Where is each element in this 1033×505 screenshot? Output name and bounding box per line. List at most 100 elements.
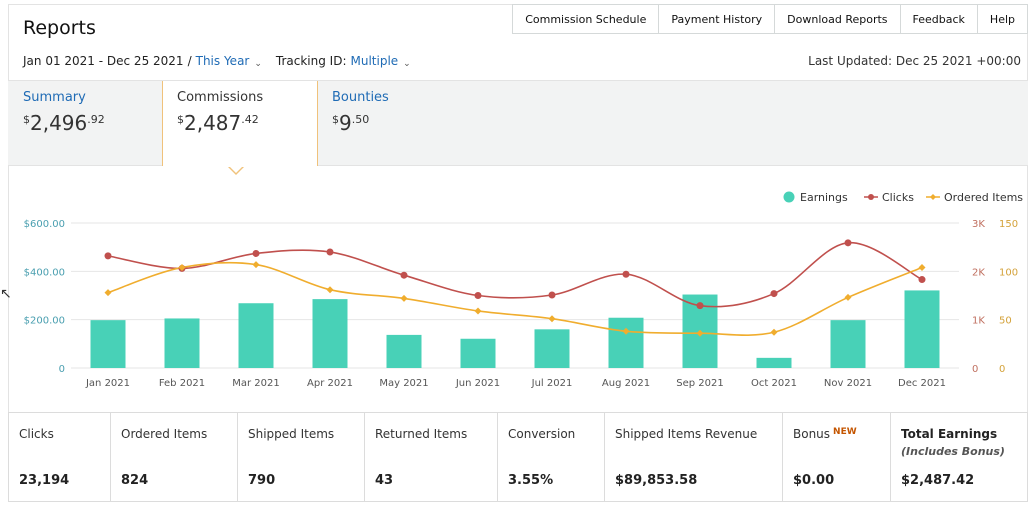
earnings-chart: 0 $200.00 $400.00 $600.00 0 1K 2K 3K 0 50 100 150 Ja… xyxy=(8,166,1028,412)
stats-summary: Clicks 23,194 Ordered Items 824 Shipped … xyxy=(8,412,1028,502)
help-button[interactable]: Help xyxy=(977,4,1028,34)
stat-clicks: Clicks 23,194 xyxy=(9,413,111,501)
clicks-point xyxy=(326,248,334,256)
tab-bounties-label[interactable]: Bounties xyxy=(332,90,389,105)
tab-summary[interactable]: Summary $2,496.92 xyxy=(9,81,119,167)
legend-label: Clicks xyxy=(882,191,914,204)
commission-schedule-button[interactable]: Commission Schedule xyxy=(512,4,660,34)
clicks-point xyxy=(918,276,926,284)
ordered-items-point xyxy=(918,263,926,271)
stat-value: 790 xyxy=(248,473,276,488)
x-axis-tick-label: Dec 2021 xyxy=(898,378,946,389)
x-axis-tick-label: Jan 2021 xyxy=(85,378,130,389)
right-axis-items-tick-label: 100 xyxy=(999,267,1018,278)
stat-value: 43 xyxy=(375,473,394,488)
legend-label: Ordered Items xyxy=(944,191,1023,204)
stat-shipped-items: Shipped Items 790 xyxy=(238,413,365,501)
clicks-point xyxy=(622,270,630,278)
ordered-items-line xyxy=(107,261,923,336)
period-dropdown[interactable]: This Year ⌄ xyxy=(195,54,262,69)
tab-summary-amount: $2,496.92 xyxy=(23,111,105,135)
stat-value: 23,194 xyxy=(19,473,70,488)
download-reports-button[interactable]: Download Reports xyxy=(775,4,901,34)
x-axis-tick-label: Oct 2021 xyxy=(751,378,797,389)
x-axis-tick-label: Feb 2021 xyxy=(159,378,205,389)
chevron-down-icon[interactable]: ⌄ xyxy=(403,59,411,69)
tab-commissions[interactable]: Commissions $2,487.42 xyxy=(162,81,318,173)
new-badge: NEW xyxy=(833,427,857,437)
right-axis-items-tick-label: 150 xyxy=(999,219,1018,230)
date-range: Jan 01 2021 - Dec 25 2021 xyxy=(23,54,184,68)
left-axis-tick-label: $600.00 xyxy=(24,219,65,230)
legend-clicks-marker xyxy=(868,194,874,200)
tracking-id-label: Tracking ID: xyxy=(275,54,347,68)
stat-conversion: Conversion 3.55% xyxy=(498,413,605,501)
clicks-point xyxy=(696,302,704,310)
summary-tabs: Summary $2,496.92 Commissions $2,487.42 … xyxy=(8,80,1028,173)
earnings-bar xyxy=(534,329,570,368)
right-axis-clicks-tick-label: 0 xyxy=(972,364,978,375)
ordered-items-point xyxy=(548,315,556,323)
earnings-bar xyxy=(238,303,274,368)
stat-sublabel: (Includes Bonus) xyxy=(901,445,1005,458)
stat-label: Clicks xyxy=(19,427,54,441)
feedback-button[interactable]: Feedback xyxy=(900,4,978,34)
stat-label: Shipped Items Revenue xyxy=(615,427,758,441)
stat-value: $89,853.58 xyxy=(615,473,698,488)
earnings-bar xyxy=(608,317,644,368)
chevron-down-icon[interactable]: ⌄ xyxy=(254,59,262,69)
amount-cents: .42 xyxy=(241,113,259,126)
tab-commissions-label[interactable]: Commissions xyxy=(177,90,264,105)
left-axis-tick-label: $400.00 xyxy=(24,267,65,278)
currency-symbol: $ xyxy=(23,113,30,126)
left-axis-tick-label: 0 xyxy=(59,364,65,375)
tab-bounties[interactable]: Bounties $9.50 xyxy=(318,81,403,167)
earnings-bar xyxy=(90,320,126,368)
amount-whole: 2,496 xyxy=(30,111,88,135)
earnings-bar xyxy=(756,357,792,368)
x-axis-tick-label: Nov 2021 xyxy=(824,378,872,389)
page-title: Reports xyxy=(23,17,96,39)
stat-value: $0.00 xyxy=(793,473,835,488)
ordered-items-point xyxy=(326,286,334,294)
mouse-cursor-icon: ↖ xyxy=(0,286,12,302)
bonus-label: Bonus xyxy=(793,427,831,441)
right-axis-items-tick-label: 0 xyxy=(999,364,1005,375)
clicks-point xyxy=(252,249,260,257)
amount-whole: 2,487 xyxy=(184,111,242,135)
x-axis-tick-label: Jun 2021 xyxy=(455,378,500,389)
stat-label: Ordered Items xyxy=(121,427,208,441)
ordered-items-point xyxy=(474,307,482,315)
x-axis-tick-label: Apr 2021 xyxy=(307,378,353,389)
period-label[interactable]: This Year xyxy=(195,54,250,68)
tracking-id-dropdown[interactable]: Multiple ⌄ xyxy=(350,54,411,69)
ordered-items-point xyxy=(252,261,260,269)
clicks-point xyxy=(548,291,556,299)
right-axis-items-tick-label: 50 xyxy=(999,316,1012,327)
amount-cents: .50 xyxy=(351,113,370,126)
x-axis-tick-label: Sep 2021 xyxy=(676,378,723,389)
ordered-items-point xyxy=(696,329,704,337)
clicks-point xyxy=(104,252,112,260)
top-nav: Commission Schedule Payment History Down… xyxy=(512,4,1028,34)
tracking-id-value[interactable]: Multiple xyxy=(350,54,399,68)
date-separator: / xyxy=(187,54,192,68)
x-axis-tick-label: Aug 2021 xyxy=(602,378,650,389)
stat-ordered-items: Ordered Items 824 xyxy=(111,413,238,501)
chart-svg: 0 $200.00 $400.00 $600.00 0 1K 2K 3K 0 50 100 150 Ja… xyxy=(24,191,1024,389)
stat-returned-items: Returned Items 43 xyxy=(365,413,498,501)
earnings-bar xyxy=(312,299,348,368)
earnings-bar xyxy=(904,290,940,368)
stat-total-earnings: Total Earnings (Includes Bonus) $2,487.4… xyxy=(891,413,1027,501)
reports-header: Reports Commission Schedule Payment Hist… xyxy=(8,4,1028,80)
tab-summary-label[interactable]: Summary xyxy=(23,90,86,105)
earnings-bar xyxy=(460,338,496,368)
right-axis-clicks-tick-label: 2K xyxy=(972,267,985,278)
amount-whole: 9 xyxy=(339,111,352,135)
payment-history-button[interactable]: Payment History xyxy=(659,4,776,34)
right-axis-clicks-tick-label: 1K xyxy=(972,316,985,327)
clicks-point xyxy=(474,292,482,299)
earnings-bar xyxy=(830,320,866,368)
last-updated: Last Updated: Dec 25 2021 +00:00 xyxy=(808,54,1021,68)
legend-earnings-marker xyxy=(783,191,795,203)
